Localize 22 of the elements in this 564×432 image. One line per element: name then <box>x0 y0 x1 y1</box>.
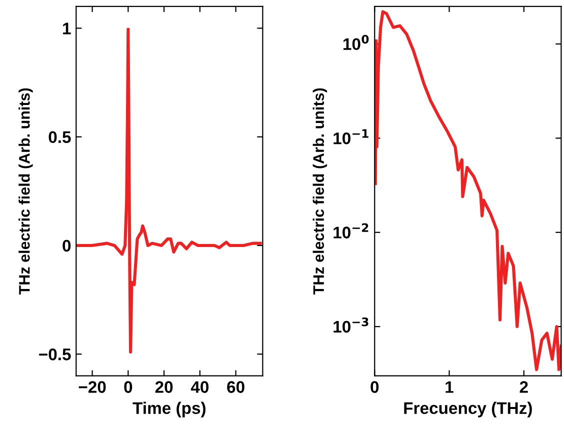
x-tick-label: 0 <box>124 381 132 393</box>
y-tick-label: 0 <box>62 240 71 252</box>
x-tick-label: −20 <box>78 381 106 393</box>
y-axis-title: THz electric field (Arb. units) <box>312 88 328 295</box>
x-tick-label: 2 <box>520 381 528 393</box>
y-axis-title: THz electric field (Arb. units) <box>18 88 33 295</box>
x-tick-label: 0 <box>370 381 379 393</box>
x-tick-label: 1 <box>446 381 454 393</box>
y-tick-label: 0.5 <box>48 131 71 144</box>
y-tick-label: 10$^{0}$ <box>343 34 369 50</box>
line-series <box>76 28 262 354</box>
x-axis-title: Time (ps) <box>132 402 206 418</box>
y-tick-label: −0.5 <box>39 348 71 360</box>
y-tick-label: 10$^{−3}$ <box>334 317 368 333</box>
x-tick-label: 40 <box>190 381 208 393</box>
line-series <box>374 10 562 372</box>
y-tick-label: 10$^{−2}$ <box>334 223 368 238</box>
y-tick-label: 1 <box>63 22 71 34</box>
y-tick-label: 10$^{−1}$ <box>334 129 368 144</box>
x-axis-title: Frecuency (THz) <box>404 402 532 418</box>
x-tick-label: 60 <box>227 381 244 393</box>
x-tick-label: 20 <box>155 381 173 393</box>
